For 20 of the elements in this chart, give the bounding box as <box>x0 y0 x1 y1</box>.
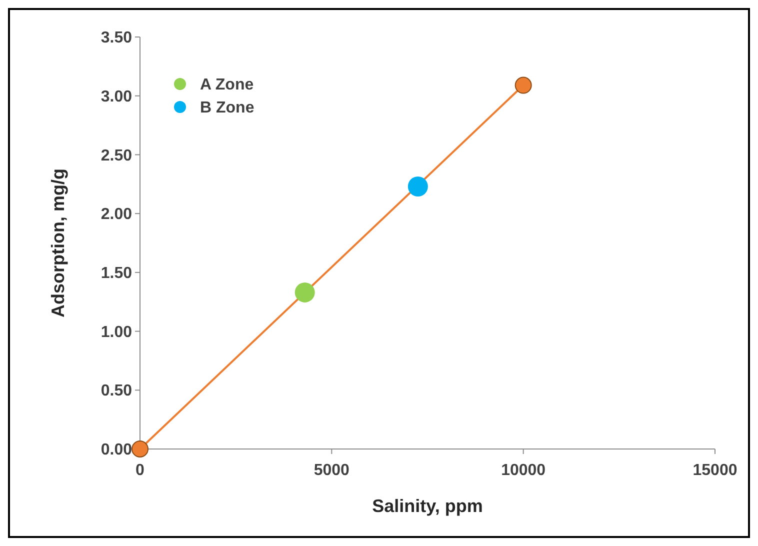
y-axis-title: Adsorption, mg/g <box>48 168 68 318</box>
legend-label: B Zone <box>200 100 254 117</box>
x-tick-label: 15000 <box>692 462 738 479</box>
y-tick-label: 2.50 <box>100 147 132 164</box>
x-axis-title: Salinity, ppm <box>372 496 483 516</box>
y-tick-label: 1.00 <box>100 324 132 341</box>
x-tick-label: 0 <box>136 462 145 479</box>
y-tick-label: 0.00 <box>100 442 132 459</box>
x-tick-label: 5000 <box>314 462 350 479</box>
x-tick-label: 10000 <box>501 462 546 479</box>
y-tick-label: 1.50 <box>100 265 132 282</box>
point <box>408 176 428 196</box>
y-tick-label: 3.50 <box>100 30 132 47</box>
y-tick-label: 0.50 <box>100 382 132 400</box>
point <box>294 282 315 302</box>
y-tick-label: 2.00 <box>100 206 132 224</box>
legend-label: A Zone <box>200 76 254 94</box>
point <box>514 76 532 94</box>
point <box>132 440 148 458</box>
y-tick-label: 3.00 <box>100 88 132 106</box>
